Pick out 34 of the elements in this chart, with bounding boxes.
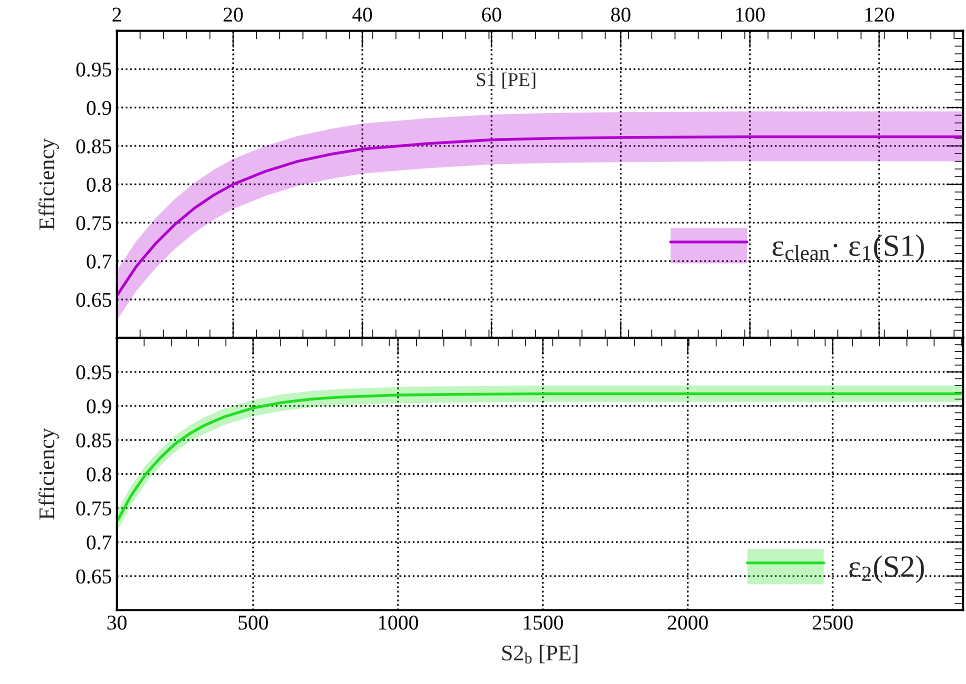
y-axis-title: Efficiency <box>38 138 59 230</box>
x-axis-title: S1 [PE] <box>476 72 536 89</box>
legend-label: ε$_{clean}$· ε$_{1}$(S1) <box>772 234 924 262</box>
x-tick-label: 1000 <box>378 616 418 630</box>
x-tick-label: 60 <box>482 8 502 22</box>
y-tick-label: 0.9 <box>86 399 112 414</box>
y-tick-label: 0.75 <box>76 501 112 516</box>
x-tick-label: 1500 <box>524 616 563 630</box>
x-tick-label: 100 <box>736 8 765 22</box>
y-tick-label: 0.7 <box>86 535 112 550</box>
x-tick-label: 500 <box>238 616 268 630</box>
y-tick-label: 0.95 <box>76 365 112 380</box>
y-tick-label: 0.65 <box>76 292 112 308</box>
y-tick-label: 0.75 <box>76 216 112 230</box>
x-axis-title: S2$_{b}$ [PE] <box>502 644 578 664</box>
y-tick-label: 0.8 <box>86 178 112 192</box>
y-tick-label: 0.8 <box>86 467 112 482</box>
y-tick-label: 0.65 <box>76 569 112 584</box>
y-tick-label: 0.85 <box>76 433 112 448</box>
y-axis-title: Efficiency <box>38 428 59 520</box>
x-tick-label: 2000 <box>668 616 708 630</box>
y-tick-label: 0.7 <box>86 254 112 269</box>
x-tick-label: 20 <box>224 8 243 22</box>
y-tick-label: 0.9 <box>86 100 112 116</box>
x-tick-label: 2 <box>112 8 121 22</box>
x-tick-label: 30 <box>107 616 127 630</box>
x-tick-label: 80 <box>611 8 630 22</box>
line-series <box>116 135 964 298</box>
x-tick-label: 120 <box>865 8 894 22</box>
y-tick-label: 0.85 <box>76 139 112 154</box>
y-tick-label: 0.95 <box>76 62 112 77</box>
x-tick-label: 2500 <box>812 616 853 630</box>
x-tick-label: 40 <box>352 8 372 22</box>
legend-label: ε$_{2}$(S2) <box>849 555 924 584</box>
